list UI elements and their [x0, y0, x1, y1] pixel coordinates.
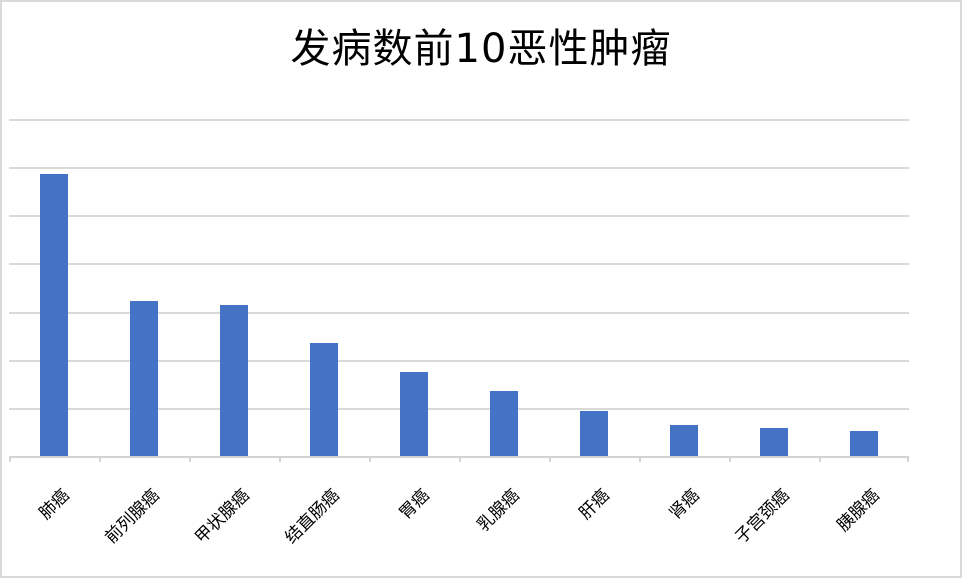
x-axis-tick [9, 457, 11, 462]
x-axis-tick [99, 457, 101, 462]
x-axis-tick [369, 457, 371, 462]
bar-胰腺癌 [850, 431, 878, 457]
x-axis-tick [907, 457, 909, 462]
gridline [9, 215, 909, 217]
x-axis-label: 肝癌 [575, 485, 614, 524]
x-axis-label: 子宫颈癌 [731, 485, 794, 548]
gridline [9, 167, 909, 169]
x-axis-label: 前列腺癌 [101, 485, 164, 548]
x-axis-label: 肾癌 [665, 485, 704, 524]
x-axis-tick [459, 457, 461, 462]
x-axis-label: 胰腺癌 [833, 485, 884, 536]
x-axis-label: 胃癌 [395, 485, 434, 524]
x-axis-label: 乳腺癌 [473, 485, 524, 536]
bar-前列腺癌 [130, 301, 158, 457]
x-axis-tick [639, 457, 641, 462]
x-axis-tick [819, 457, 821, 462]
x-axis-tick [549, 457, 551, 462]
x-axis-tick [189, 457, 191, 462]
bar-肺癌 [40, 174, 68, 457]
gridline [9, 119, 909, 121]
gridline [9, 312, 909, 314]
gridline [9, 408, 909, 410]
bar-子宫颈癌 [760, 428, 788, 457]
bar-肝癌 [580, 411, 608, 457]
bar-胃癌 [400, 372, 428, 457]
bar-甲状腺癌 [220, 305, 248, 457]
bar-肾癌 [670, 425, 698, 457]
x-axis-label: 甲状腺癌 [191, 485, 254, 548]
plot-area [9, 119, 909, 462]
gridline [9, 263, 909, 265]
x-axis-label: 肺癌 [35, 485, 74, 524]
bar-乳腺癌 [490, 391, 518, 457]
x-axis-line [9, 456, 909, 458]
gridline [9, 360, 909, 362]
x-axis-tick [729, 457, 731, 462]
x-axis-label: 结直肠癌 [281, 485, 344, 548]
chart-title: 发病数前10恶性肿瘤 [290, 26, 672, 72]
bar-结直肠癌 [310, 343, 338, 457]
x-axis-tick [279, 457, 281, 462]
